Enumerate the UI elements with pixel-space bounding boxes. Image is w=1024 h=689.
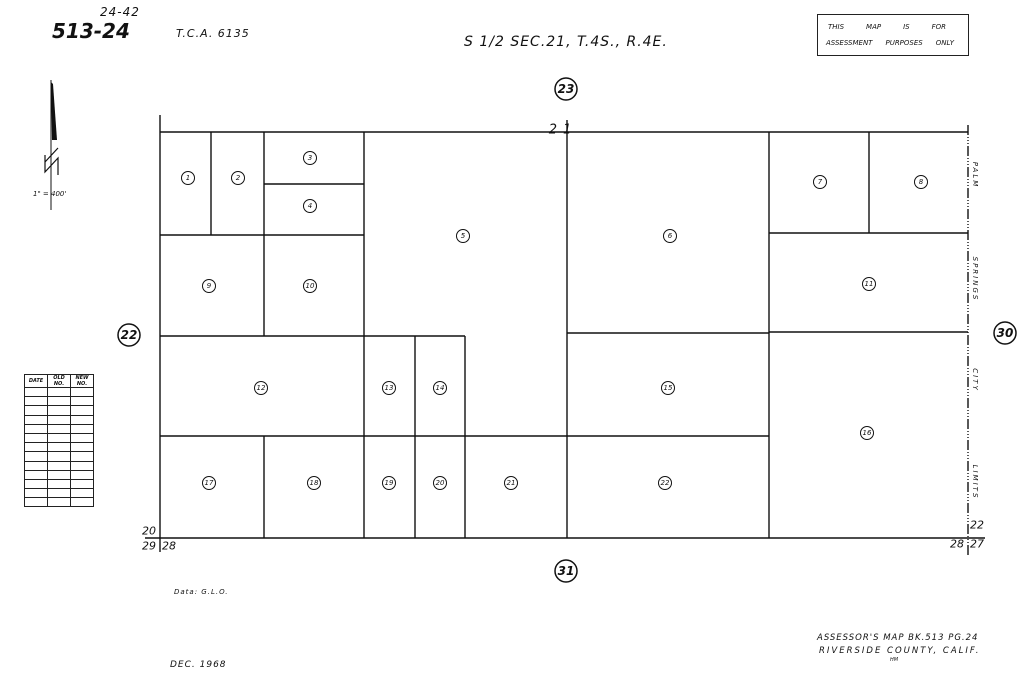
parcel-number: 13: [385, 384, 394, 392]
adjacent-section-north-circle: [554, 77, 578, 101]
parcel-marker: [307, 476, 321, 490]
parcel-number: 21: [507, 479, 516, 487]
corner-label: 22: [970, 519, 984, 532]
data-source: Data: G.L.O.: [174, 588, 229, 596]
parcel-marker: [231, 171, 245, 185]
street-label: LIMITS: [971, 465, 979, 500]
parcel-number: 7: [818, 178, 823, 186]
parcel-marker: [456, 229, 470, 243]
parcel-number: 3: [308, 154, 312, 162]
parcel-number: 5: [461, 232, 466, 240]
notice-word: IS: [903, 23, 910, 31]
parcel-marker: [303, 199, 317, 213]
parcel-number: 2: [236, 174, 241, 182]
north-arrow-icon: [44, 80, 59, 210]
corner-label: 29: [142, 540, 156, 553]
col-new-no: NEW NO.: [70, 374, 94, 388]
parcel-marker: [382, 476, 396, 490]
parcel-marker: [860, 426, 874, 440]
notice-word: MAP: [866, 23, 882, 31]
parcel-marker: [202, 476, 216, 490]
parcel-marker: [914, 175, 928, 189]
parcel-number: 4: [308, 202, 312, 210]
adjacent-section-east-circle: [993, 321, 1017, 345]
revision-table: DATE OLD NO. NEW NO.: [24, 374, 94, 508]
col-old-no: OLD NO.: [47, 374, 71, 388]
parcel-marker: [181, 171, 195, 185]
parcel-marker: [303, 151, 317, 165]
map-date: DEC. 1968: [170, 660, 227, 670]
revision-row: [24, 497, 94, 508]
adjacent-section-south-circle: [554, 559, 578, 583]
parcel-marker: [382, 381, 396, 395]
book-page-ref: 24-42: [100, 5, 140, 19]
corner-label: 28: [950, 538, 964, 551]
street-label: SPRINGS: [971, 257, 979, 302]
section-title: S 1/2 SEC.21, T.4S., R.4E.: [464, 34, 668, 50]
adjacent-section-west: 22: [121, 328, 138, 342]
map-number: 513-24: [52, 19, 130, 43]
parcel-number: 10: [306, 282, 315, 290]
section-number: 21: [549, 123, 578, 138]
parcel-number: 9: [207, 282, 212, 290]
parcel-number: 22: [661, 479, 670, 487]
parcel-number: 14: [436, 384, 445, 392]
adjacent-section-north: 23: [558, 82, 575, 96]
revision-cell: [70, 497, 94, 508]
parcel-marker: [303, 279, 317, 293]
assessor-line: ASSESSOR'S MAP BK.513 PG.24: [817, 633, 979, 643]
adjacent-section-south: 31: [558, 564, 575, 578]
parcel-number: 11: [865, 280, 874, 288]
assessment-notice: THIS MAP IS FOR ASSESSMENT PURPOSES ONLY: [817, 14, 969, 56]
parcel-marker: [658, 476, 672, 490]
parcel-marker: [433, 476, 447, 490]
corner-label: 27: [970, 538, 984, 551]
parcel-number: 20: [436, 479, 445, 487]
tca-label: T.C.A. 6135: [176, 27, 250, 40]
parcel-number: 16: [863, 429, 872, 437]
parcel-marker: [862, 277, 876, 291]
notice-word: ONLY: [935, 39, 954, 47]
corner-label: 20: [142, 525, 156, 538]
initials: HM: [890, 657, 899, 663]
parcel-number: 19: [385, 479, 394, 487]
street-label: CITY: [971, 368, 979, 392]
parcel-marker: [254, 381, 268, 395]
parcel-number: 12: [257, 384, 266, 392]
parcel-number: 15: [664, 384, 673, 392]
parcel-marker: [663, 229, 677, 243]
parcel-marker: [813, 175, 827, 189]
scale-label: 1" = 400': [33, 190, 67, 198]
notice-word: PURPOSES: [885, 39, 923, 47]
parcel-marker: [504, 476, 518, 490]
col-date: DATE: [24, 374, 48, 388]
parcel-marker: [433, 381, 447, 395]
parcel-number: 8: [919, 178, 924, 186]
parcel-number: 1: [186, 174, 190, 182]
county-line: RIVERSIDE COUNTY, CALIF.: [819, 646, 981, 656]
parcel-marker: [202, 279, 216, 293]
notice-word: FOR: [931, 23, 946, 31]
adjacent-section-west-circle: [117, 323, 141, 347]
notice-word: ASSESSMENT: [826, 39, 873, 47]
parcel-marker: [661, 381, 675, 395]
adjacent-section-east: 30: [997, 326, 1014, 340]
notice-word: THIS: [828, 23, 845, 31]
parcel-number: 18: [310, 479, 319, 487]
street-label: PALM: [971, 162, 979, 189]
parcel-number: 6: [668, 232, 673, 240]
corner-label: 28: [162, 540, 176, 553]
parcel-number: 17: [205, 479, 214, 487]
